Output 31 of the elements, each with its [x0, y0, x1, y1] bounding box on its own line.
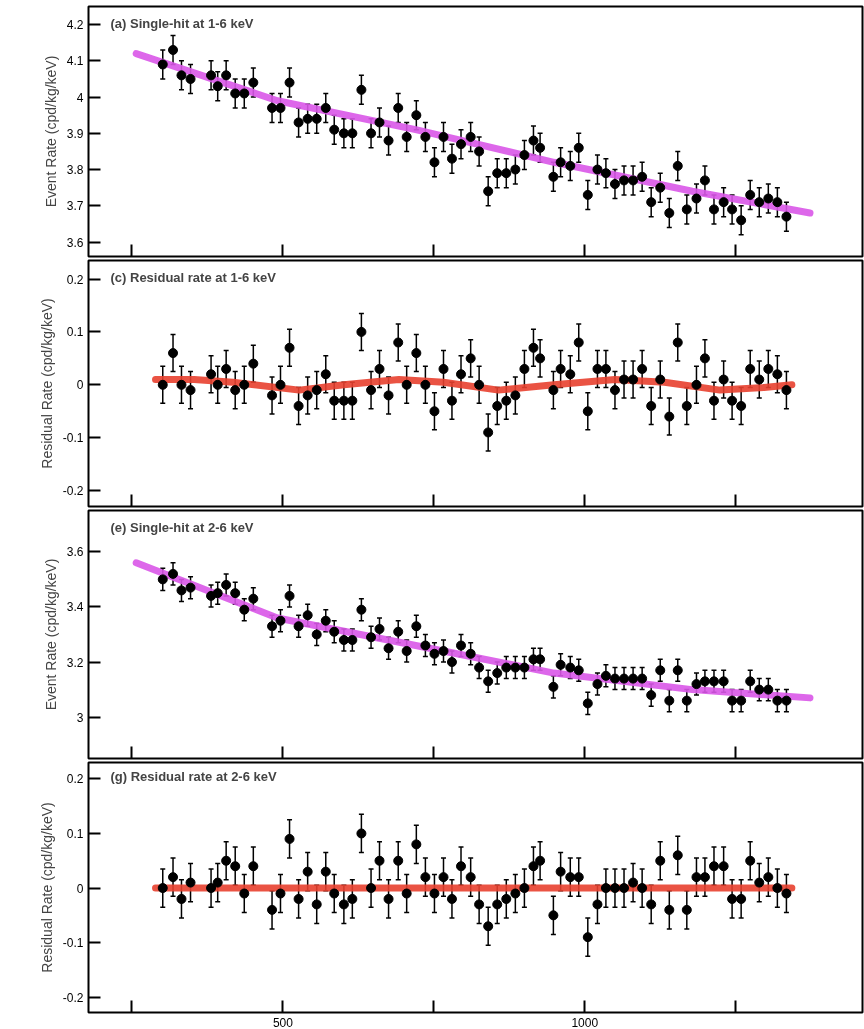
x-tick-label: 500: [272, 1015, 294, 1029]
y-tick-label: 3.9: [66, 126, 84, 141]
text: (e) Single-hit at 2-6 keV: [110, 519, 254, 535]
y-tick-label: 0.1: [66, 325, 84, 340]
y-axis-title: Event Rate (cpd/kg/keV): [42, 558, 59, 711]
y-tick-label: 4.1: [66, 54, 84, 69]
y-tick-label: 0.1: [66, 826, 84, 841]
y-tick-label: 0: [76, 378, 84, 393]
y-tick-label: 0.2: [66, 272, 84, 287]
y-tick-label: -0.1: [62, 936, 84, 951]
y-tick-label: 0.2: [66, 772, 84, 787]
y-axis-title: Event Rate (cpd/kg/keV): [42, 55, 59, 208]
y-tick-label: 0: [76, 881, 84, 896]
text: (g) Residual rate at 2-6 keV: [110, 768, 277, 784]
y-axis-title: Residual Rate (cpd/kg/keV): [38, 802, 55, 973]
y-tick-label: -0.2: [62, 484, 84, 499]
y-tick-label: 4: [76, 90, 84, 105]
y-tick-label: 3.2: [66, 655, 84, 670]
y-tick-label: 3.7: [66, 199, 84, 214]
y-axis-title: Residual Rate (cpd/kg/keV): [38, 298, 55, 469]
y-tick-label: 3.4: [66, 600, 84, 615]
y-tick-label: -0.2: [62, 990, 84, 1005]
y-tick-label: 3: [76, 710, 84, 725]
text: (c) Residual rate at 1-6 keV: [110, 269, 277, 285]
x-tick-label: 1000: [571, 1015, 599, 1029]
y-tick-label: 4.2: [66, 18, 84, 33]
y-tick-label: 3.6: [66, 235, 84, 250]
text: (a) Single-hit at 1-6 keV: [110, 15, 254, 31]
y-tick-label: -0.1: [62, 431, 84, 446]
y-tick-label: 3.8: [66, 163, 84, 178]
y-tick-label: 3.6: [66, 545, 84, 560]
